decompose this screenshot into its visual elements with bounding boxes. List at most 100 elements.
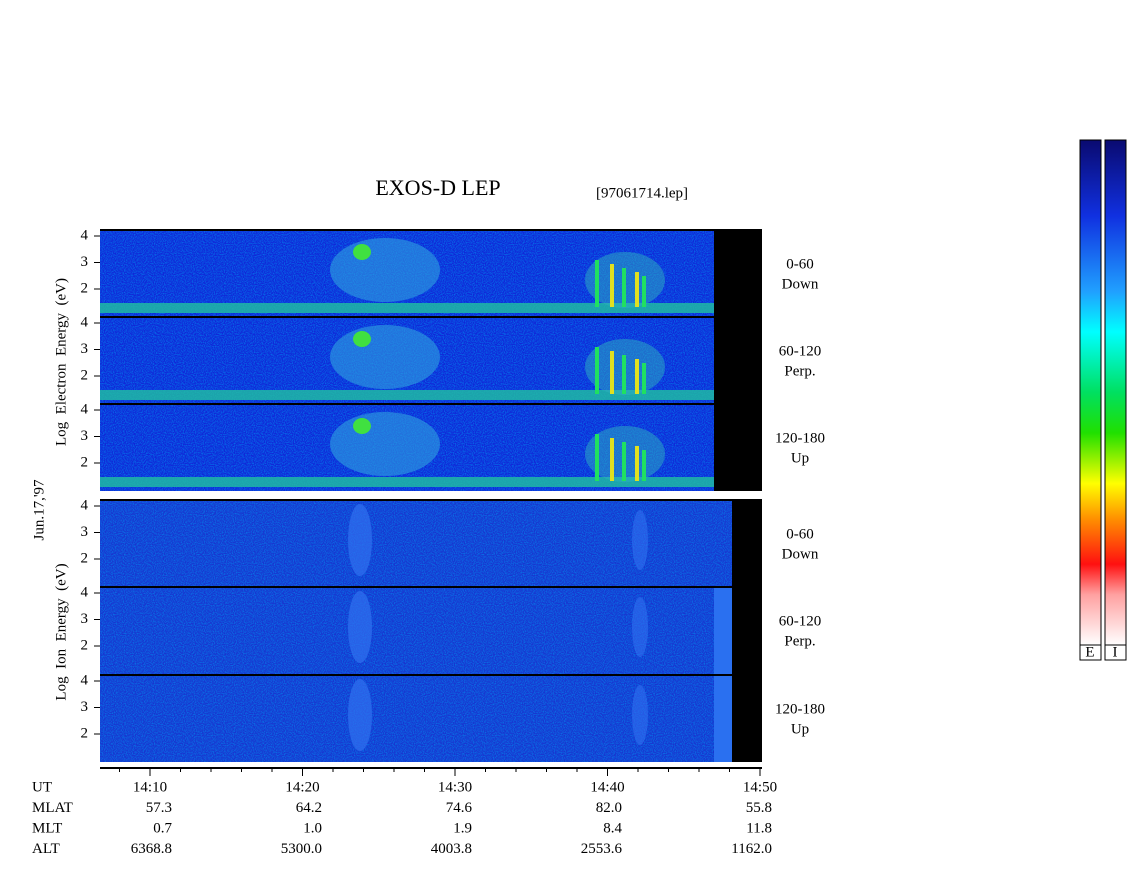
pitch-angle-direction: Perp. [784,633,815,649]
row-value: 74.6 [446,800,473,816]
event-streak [610,438,614,481]
row-value: 2553.6 [581,841,623,857]
pitch-angle-direction: Perp. [784,363,815,379]
event-streak [635,359,639,394]
event-streak [635,272,639,307]
y-tick-label: 3 [81,699,89,715]
row-label: MLT [32,820,62,836]
spectrogram-texture [100,587,732,674]
row-value: 1.9 [453,820,472,836]
event-blob [348,679,372,751]
pitch-angle-range: 120-180 [775,430,825,446]
event-core [353,244,371,260]
event-blob [632,510,648,570]
row-label: MLAT [32,800,73,816]
row-value: 4003.8 [431,841,472,857]
pitch-angle-range: 60-120 [779,613,822,629]
event-blob [632,597,648,657]
colorbar [1104,139,1127,646]
row-label: ALT [32,841,60,857]
event-blob [330,412,440,476]
event-streak [595,347,599,394]
event-streak [622,268,626,307]
y-tick-label: 3 [81,428,89,444]
colorbar-label-box [1079,644,1102,661]
y-tick-label: 4 [81,584,89,600]
row-value: 6368.8 [131,841,172,857]
x-tick-label: 14:20 [285,779,319,795]
y-tick-label: 3 [81,611,89,627]
x-tick-label: 14:30 [438,779,472,795]
row-label: UT [32,779,52,795]
title: EXOS-D LEP [375,175,500,200]
y-tick-label: 3 [81,341,89,357]
event-streak [610,264,614,307]
y-tick-label: 4 [81,672,89,688]
y-tick-label: 2 [81,637,89,653]
colorbar-label: E [1085,644,1094,660]
event-streak [595,260,599,307]
y-tick-label: 2 [81,280,89,296]
y-tick-label: 3 [81,254,89,270]
pitch-angle-range: 60-120 [779,343,822,359]
pitch-angle-direction: Up [791,450,809,466]
event-core [353,331,371,347]
low-energy-band [100,477,714,487]
x-tick-label: 14:40 [590,779,624,795]
pitch-angle-range: 120-180 [775,701,825,717]
file-name: [97061714.lep] [596,185,688,201]
y-tick-label: 2 [81,550,89,566]
y-tick-label: 2 [81,725,89,741]
event-streak [595,434,599,481]
colorbar-label-box [1104,644,1127,661]
y-tick-label: 2 [81,367,89,383]
pitch-angle-direction: Up [791,721,809,737]
y-tick-label: 4 [81,227,89,243]
edge-band [714,675,732,762]
event-streak [642,363,646,394]
event-blob [348,591,372,663]
pitch-angle-direction: Down [782,546,819,562]
event-streak [642,450,646,481]
y-tick-label: 4 [81,314,89,330]
row-value: 5300.0 [281,841,322,857]
colorbar-label: I [1113,644,1118,660]
row-value: 64.2 [296,800,322,816]
event-blob [330,238,440,302]
row-value: 57.3 [146,800,172,816]
row-value: 1.0 [303,820,322,836]
row-value: 1162.0 [731,841,772,857]
date-label: Jun.17,'97 [31,479,47,541]
y-tick-label: 4 [81,497,89,513]
row-value: 55.8 [746,800,772,816]
event-streak [622,355,626,394]
spectrograms [100,229,762,762]
row-value: 11.8 [746,820,772,836]
row-value: 82.0 [596,800,622,816]
event-streak [622,442,626,481]
low-energy-band [100,303,714,313]
low-energy-band [100,390,714,400]
event-blob [632,685,648,745]
edge-band [714,587,732,674]
pitch-angle-range: 0-60 [786,526,814,542]
row-value: 0.7 [153,820,172,836]
event-streak [642,276,646,307]
y-tick-label: 3 [81,524,89,540]
x-tick-label: 14:10 [133,779,167,795]
row-value: 8.4 [603,820,622,836]
pitch-angle-range: 0-60 [786,256,814,272]
pitch-angle-direction: Down [782,276,819,292]
spectrogram-texture [100,675,732,762]
y-tick-label: 2 [81,454,89,470]
event-streak [635,446,639,481]
y-tick-label: 4 [81,401,89,417]
event-core [353,418,371,434]
event-blob [330,325,440,389]
y-axis-label: Log Ion Energy (eV) [53,563,69,700]
spectrogram-texture [100,500,732,587]
colorbar [1079,139,1102,646]
event-streak [610,351,614,394]
event-blob [348,504,372,576]
